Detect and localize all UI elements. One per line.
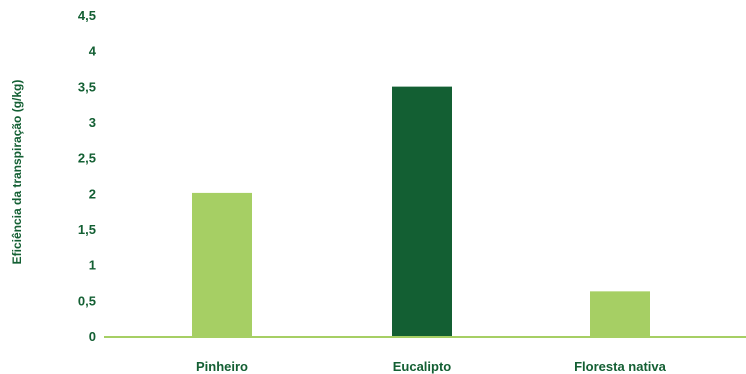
y-tick-label: 4,5 xyxy=(78,8,96,23)
y-tick-label: 0,5 xyxy=(78,293,96,308)
bar-eucalipto xyxy=(392,86,452,338)
y-axis-ticks: 0 0,5 1 1,5 2 2,5 3 3,5 4 4,5 xyxy=(78,8,97,344)
x-axis-labels: Pinheiro Eucalipto Floresta nativa xyxy=(196,359,667,374)
bar-pinheiro xyxy=(192,192,252,337)
y-tick-label: 0 xyxy=(89,329,96,344)
y-tick-label: 1 xyxy=(89,258,96,273)
x-category-label: Eucalipto xyxy=(393,359,452,374)
y-axis-title: Eficiência da transpiração (g/kg) xyxy=(10,80,24,265)
y-tick-label: 1,5 xyxy=(78,222,96,237)
bar-floresta-nativa xyxy=(590,291,650,337)
y-tick-label: 2,5 xyxy=(78,151,96,166)
x-category-label: Floresta nativa xyxy=(574,359,667,374)
y-tick-label: 3 xyxy=(89,115,96,130)
bars xyxy=(192,86,650,338)
x-category-label: Pinheiro xyxy=(196,359,248,374)
y-tick-label: 3,5 xyxy=(78,79,96,94)
y-tick-label: 4 xyxy=(89,44,97,59)
y-tick-label: 2 xyxy=(89,186,96,201)
